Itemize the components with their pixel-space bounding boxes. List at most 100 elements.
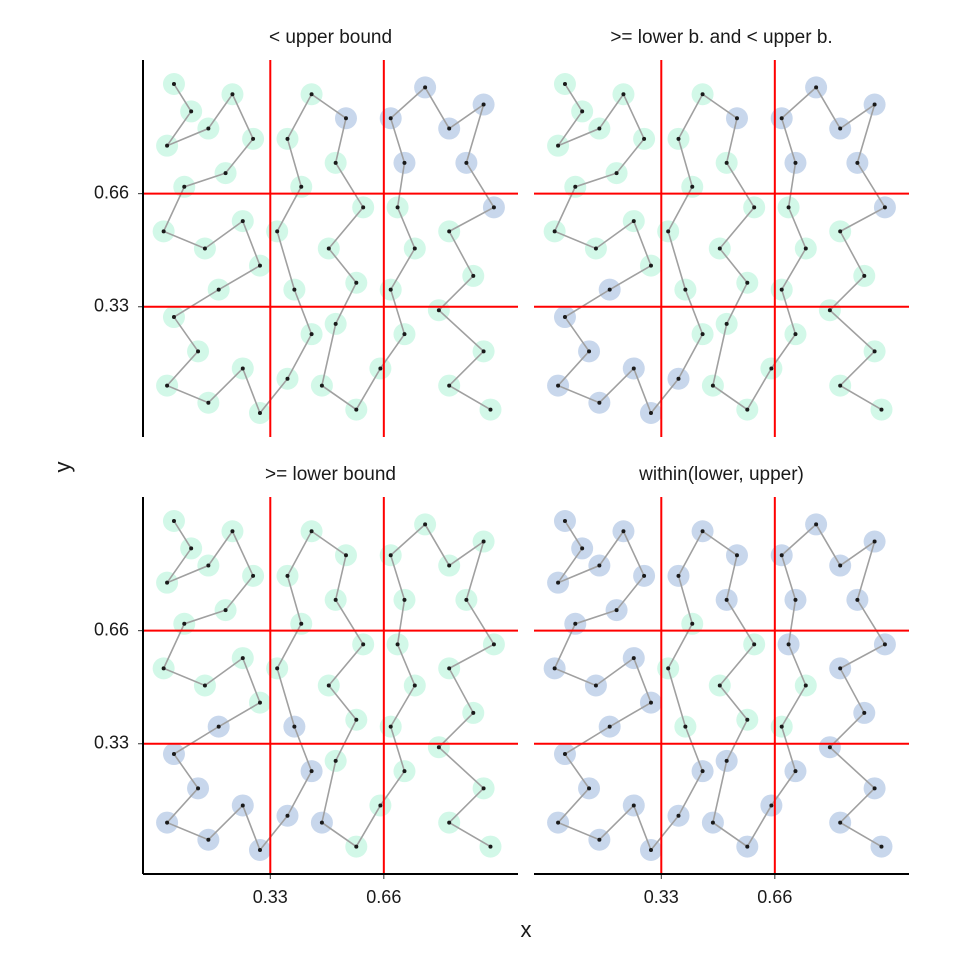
connecting-line: [553, 520, 887, 852]
point: [838, 383, 843, 388]
point: [240, 656, 245, 661]
point: [745, 407, 750, 412]
x-tick-label: 0.66: [366, 887, 401, 907]
point: [734, 553, 739, 558]
point: [872, 349, 877, 354]
point: [614, 171, 619, 176]
point: [402, 597, 407, 602]
point: [275, 229, 280, 234]
point: [786, 205, 791, 210]
point: [700, 529, 705, 534]
point: [402, 332, 407, 337]
point: [621, 529, 626, 534]
point: [666, 666, 671, 671]
point: [216, 724, 221, 729]
point: [631, 366, 636, 371]
point: [412, 683, 417, 688]
x-tick-label: 0.66: [757, 887, 792, 907]
point: [447, 126, 452, 131]
point: [491, 642, 496, 647]
point: [299, 184, 304, 189]
point: [676, 813, 681, 818]
point: [161, 229, 166, 234]
point: [587, 349, 592, 354]
point: [786, 642, 791, 647]
point: [690, 184, 695, 189]
point: [285, 136, 290, 141]
point: [388, 287, 393, 292]
point: [573, 184, 578, 189]
point: [257, 700, 262, 705]
point: [230, 92, 235, 97]
point: [165, 580, 170, 585]
point: [862, 710, 867, 715]
point: [447, 383, 452, 388]
point: [879, 407, 884, 412]
point: [464, 597, 469, 602]
point: [882, 642, 887, 647]
x-axis-label: x: [521, 917, 532, 942]
point: [488, 844, 493, 849]
point: [710, 383, 715, 388]
point: [257, 263, 262, 268]
point: [171, 518, 176, 523]
point: [257, 411, 262, 416]
x-tick-label: 0.33: [644, 887, 679, 907]
point: [562, 81, 567, 86]
point: [319, 820, 324, 825]
connecting-line: [162, 520, 496, 852]
point: [326, 683, 331, 688]
point: [447, 229, 452, 234]
point: [354, 844, 359, 849]
point: [464, 160, 469, 165]
point: [309, 769, 314, 774]
y-tick-label: 0.66: [94, 619, 129, 639]
point: [752, 205, 757, 210]
point: [388, 116, 393, 121]
point: [724, 758, 729, 763]
point: [597, 563, 602, 568]
point: [481, 539, 486, 544]
point: [292, 287, 297, 292]
point: [855, 597, 860, 602]
point: [690, 621, 695, 626]
point: [223, 171, 228, 176]
point: [683, 287, 688, 292]
point: [607, 287, 612, 292]
point: [872, 786, 877, 791]
point: [838, 820, 843, 825]
point: [683, 724, 688, 729]
point: [240, 366, 245, 371]
point: [240, 219, 245, 224]
point: [814, 85, 819, 90]
point: [648, 411, 653, 416]
point: [717, 683, 722, 688]
y-tick-label: 0.66: [94, 182, 129, 202]
point: [862, 273, 867, 278]
point: [333, 758, 338, 763]
point: [607, 724, 612, 729]
point: [378, 366, 383, 371]
point: [251, 573, 256, 578]
point: [580, 109, 585, 114]
point: [642, 136, 647, 141]
point: [402, 769, 407, 774]
point: [326, 246, 331, 251]
point: [631, 803, 636, 808]
point: [700, 332, 705, 337]
point: [710, 820, 715, 825]
connecting-line: [553, 83, 887, 415]
point: [412, 246, 417, 251]
point: [827, 308, 832, 313]
point: [803, 683, 808, 688]
point: [333, 321, 338, 326]
point: [803, 246, 808, 251]
point: [631, 219, 636, 224]
point: [552, 229, 557, 234]
point: [814, 522, 819, 527]
point: [354, 717, 359, 722]
point: [189, 546, 194, 551]
point: [872, 102, 877, 107]
point: [471, 710, 476, 715]
point: [182, 184, 187, 189]
